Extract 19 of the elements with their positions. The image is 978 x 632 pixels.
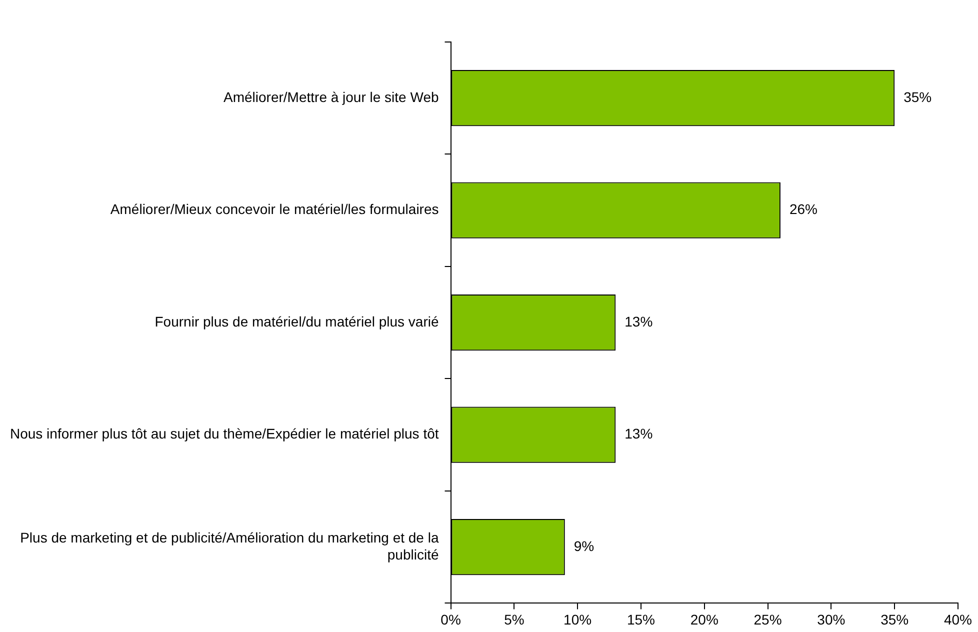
data-label: 13% (624, 426, 653, 442)
data-label: 35% (904, 88, 932, 105)
x-tick-label: 0% (440, 611, 461, 628)
data-label: 9% (574, 538, 594, 554)
x-tick-label: 10% (564, 611, 592, 628)
y-tick-label: Améliorer/Mieux concevoir le matériel/les formulaires (110, 201, 439, 218)
y-tick-label: Plus de marketing et de publicité/Amélioration du marketing et de la publicité (20, 530, 439, 562)
x-tick-label: 15% (626, 611, 655, 628)
data-label: 13% (624, 313, 653, 330)
x-tick-label: 40% (944, 611, 972, 628)
x-tick-label: 35% (880, 611, 909, 628)
x-tick-label: 30% (817, 611, 846, 628)
data-label: 26% (789, 201, 818, 218)
y-tick-label: Améliorer/Mettre à jour le site Web (224, 88, 439, 105)
y-tick-label: Nous informer plus tôt au sujet du thème/Expédier le matériel plus tôt (10, 426, 439, 442)
y-tick-label: Fournir plus de matériel/du matériel plus varié (154, 313, 439, 330)
x-tick-label: 5% (504, 611, 524, 628)
x-tick-label: 25% (754, 611, 782, 628)
x-tick-label: 20% (690, 611, 718, 628)
